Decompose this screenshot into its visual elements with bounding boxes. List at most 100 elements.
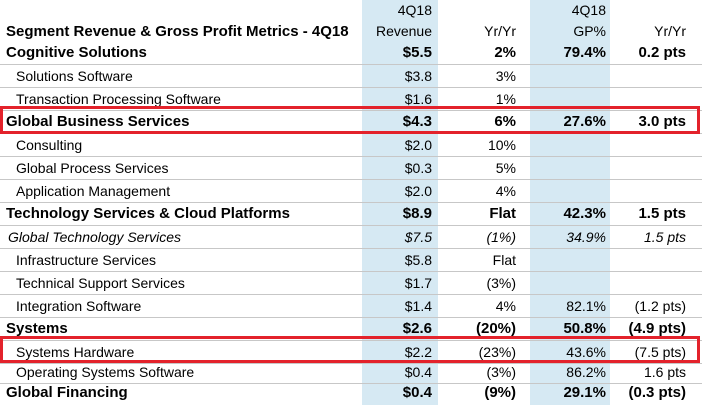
gp-yryr-cell xyxy=(610,249,686,271)
gp-yryr-cell: 3.0 pts xyxy=(638,113,686,130)
gp-yryr-cell xyxy=(610,134,686,156)
revenue-cell: $8.9 xyxy=(402,205,432,222)
revenue-yryr-cell: (3%) xyxy=(486,364,516,380)
table-row: Technology Services & Cloud Platforms $8… xyxy=(0,203,702,226)
row-label: Technical Support Services xyxy=(16,275,185,291)
gp-yryr-cell: 1.6 pts xyxy=(643,364,686,380)
gp-cell: 86.2% xyxy=(566,364,606,380)
header-yryr-revenue: Yr/Yr xyxy=(484,23,516,39)
revenue-cell: $1.7 xyxy=(404,275,432,291)
row-label: Global Technology Services xyxy=(8,229,182,245)
revenue-cell: $2.6 xyxy=(402,320,432,337)
row-label: Solutions Software xyxy=(16,68,133,84)
row-label: Integration Software xyxy=(16,298,142,314)
row-label: Operating Systems Software xyxy=(16,364,195,380)
gp-cell xyxy=(530,272,606,294)
revenue-yryr-cell: 10% xyxy=(487,137,516,153)
gp-yryr-cell: 1.5 pts xyxy=(643,229,686,245)
table-row: Integration Software $1.4 4% 82.1% (1.2 … xyxy=(0,295,702,318)
revenue-cell: $7.5 xyxy=(404,229,432,245)
revenue-yryr-cell: (20%) xyxy=(475,320,516,337)
gp-cell: 79.4% xyxy=(563,44,606,61)
row-label: Systems Hardware xyxy=(16,344,135,360)
revenue-cell: $0.3 xyxy=(404,160,432,176)
gp-cell: 42.3% xyxy=(563,205,606,222)
revenue-cell: $5.8 xyxy=(404,252,432,268)
table-row: Cognitive Solutions $5.5 2% 79.4% 0.2 pt… xyxy=(0,42,702,65)
gp-yryr-cell: (4.9 pts) xyxy=(628,320,686,337)
row-label: Transaction Processing Software xyxy=(16,91,221,107)
header-gp-period: 4Q18 xyxy=(571,2,606,18)
header-revenue: Revenue xyxy=(375,23,432,39)
table-row: Systems Hardware $2.2 (23%) 43.6% (7.5 p… xyxy=(0,341,702,364)
gp-yryr-cell: 0.2 pts xyxy=(638,44,686,61)
row-label: Infrastructure Services xyxy=(16,252,157,268)
gp-cell xyxy=(530,180,606,202)
gp-yryr-cell xyxy=(610,180,686,202)
row-label: Consulting xyxy=(16,137,83,153)
gp-cell: 43.6% xyxy=(566,344,606,360)
table-title: Segment Revenue & Gross Profit Metrics -… xyxy=(6,23,349,40)
revenue-yryr-cell: (9%) xyxy=(484,384,516,401)
revenue-cell: $3.8 xyxy=(404,68,432,84)
row-label: Systems xyxy=(6,320,68,337)
revenue-yryr-cell: 3% xyxy=(495,68,516,84)
table-row: Global Process Services $0.3 5% xyxy=(0,157,702,180)
table-row: Global Technology Services $7.5 (1%) 34.… xyxy=(0,226,702,249)
revenue-yryr-cell: Flat xyxy=(492,252,516,268)
gp-cell: 82.1% xyxy=(566,298,606,314)
gp-yryr-cell xyxy=(610,65,686,87)
table-row: Operating Systems Software $0.4 (3%) 86.… xyxy=(0,361,702,384)
table-row: Consulting $2.0 10% xyxy=(0,134,702,157)
revenue-yryr-cell: Flat xyxy=(489,205,516,222)
highlight-box-global-business-services xyxy=(0,106,700,134)
header-rev-period: 4Q18 xyxy=(397,2,432,18)
revenue-yryr-cell: 6% xyxy=(494,113,516,130)
table-row: Systems $2.6 (20%) 50.8% (4.9 pts) xyxy=(0,318,702,341)
row-label: Global Business Services xyxy=(6,113,190,130)
gp-cell: 27.6% xyxy=(563,113,606,130)
revenue-yryr-cell: 1% xyxy=(495,91,516,107)
gp-cell xyxy=(530,134,606,156)
gp-cell xyxy=(530,249,606,271)
revenue-yryr-cell: (23%) xyxy=(478,344,516,360)
revenue-cell: $2.0 xyxy=(404,137,432,153)
table-row: Infrastructure Services $5.8 Flat xyxy=(0,249,702,272)
gp-yryr-cell: (0.3 pts) xyxy=(628,384,686,401)
table-row: Solutions Software $3.8 3% xyxy=(0,65,702,88)
table-row: Technical Support Services $1.7 (3%) xyxy=(0,272,702,295)
revenue-cell: $1.6 xyxy=(404,91,432,107)
gp-cell: 34.9% xyxy=(566,229,606,245)
revenue-cell: $4.3 xyxy=(402,113,432,130)
table-row: Application Management $2.0 4% xyxy=(0,180,702,203)
gp-cell xyxy=(530,65,606,87)
revenue-yryr-cell: (3%) xyxy=(486,275,516,291)
gp-yryr-cell: (1.2 pts) xyxy=(634,298,686,314)
header-gp: GP% xyxy=(573,23,606,39)
row-label: Global Process Services xyxy=(16,160,169,176)
gp-yryr-cell xyxy=(610,272,686,294)
row-label: Technology Services & Cloud Platforms xyxy=(6,205,290,222)
header-yryr-gp: Yr/Yr xyxy=(654,23,686,39)
row-label: Cognitive Solutions xyxy=(6,44,147,61)
gp-yryr-cell: 1.5 pts xyxy=(638,205,686,222)
revenue-yryr-cell: 5% xyxy=(495,160,516,176)
revenue-yryr-cell: 4% xyxy=(495,298,516,314)
table-header: 4Q18 Revenue Yr/Yr 4Q18 GP% Yr/Yr Segmen… xyxy=(0,0,702,42)
revenue-yryr-cell: 2% xyxy=(494,44,516,61)
revenue-cell: $5.5 xyxy=(402,44,432,61)
revenue-cell: $1.4 xyxy=(404,298,432,314)
table-row: Global Financing $0.4 (9%) 29.1% (0.3 pt… xyxy=(0,382,702,405)
row-label: Application Management xyxy=(16,183,171,199)
gp-yryr-cell: (7.5 pts) xyxy=(634,344,686,360)
revenue-cell: $0.4 xyxy=(402,384,432,401)
revenue-cell: $2.2 xyxy=(404,344,432,360)
revenue-cell: $2.0 xyxy=(404,183,432,199)
revenue-cell: $0.4 xyxy=(404,364,432,380)
gp-cell xyxy=(530,157,606,179)
gp-cell: 50.8% xyxy=(563,320,606,337)
revenue-yryr-cell: 4% xyxy=(495,183,516,199)
table-row: Transaction Processing Software $1.6 1% xyxy=(0,88,702,111)
row-label: Global Financing xyxy=(6,384,128,401)
highlight-box-systems-hardware xyxy=(0,336,700,363)
